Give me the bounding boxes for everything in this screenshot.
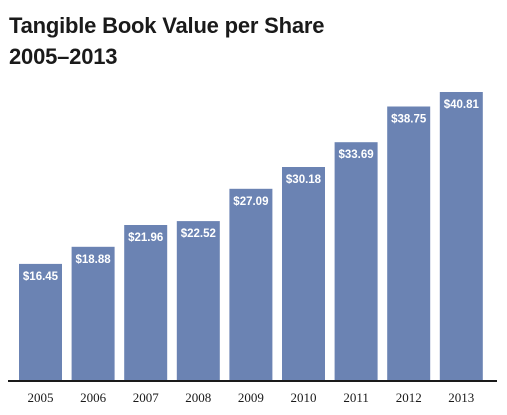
bar-value-label-2012: $38.75: [391, 114, 427, 126]
x-tick-label-2012: 2012: [396, 390, 422, 405]
x-tick-label-2005: 2005: [28, 390, 54, 405]
bar-value-label-2007: $21.96: [128, 232, 163, 244]
bar-2013: [439, 92, 483, 380]
bar-value-label-2008: $22.52: [181, 228, 216, 240]
bar-value-label-2009: $27.09: [233, 196, 268, 208]
bar-value-label-2005: $16.45: [23, 271, 59, 283]
x-tick-label-2008: 2008: [185, 390, 211, 405]
x-tick-label-2013: 2013: [448, 390, 474, 405]
bar-2012: [387, 106, 431, 380]
bar-2005: [19, 263, 62, 380]
chart-title-block: Tangible Book Value per Share 2005–2013: [9, 10, 325, 72]
bar-value-label-2011: $33.69: [339, 149, 374, 161]
x-tick-label-2010: 2010: [291, 390, 317, 405]
x-tick-labels: 2005 2006 2007 2008 2009 2010 2011 2012 2013: [28, 390, 475, 405]
bar-value-label-2006: $18.88: [76, 254, 112, 266]
bar-2009: [229, 188, 273, 380]
bar-2006: [71, 246, 115, 380]
bar-2008: [176, 221, 220, 380]
bar-value-label-2013: $40.81: [444, 99, 480, 111]
x-tick-label-2006: 2006: [80, 390, 107, 405]
bar-2010: [282, 167, 325, 380]
bar-2007: [124, 225, 168, 380]
x-tick-label-2009: 2009: [238, 390, 264, 405]
chart-subtitle: 2005–2013: [9, 44, 118, 69]
bar-2011: [334, 142, 378, 380]
bars-group: $16.45 $18.88 $21.96 $22.52 $27.09 $30.18 $33.…: [19, 92, 483, 380]
x-tick-label-2011: 2011: [343, 390, 369, 405]
bar-value-label-2010: $30.18: [286, 174, 322, 186]
x-tick-label-2007: 2007: [133, 390, 160, 405]
chart-title: Tangible Book Value per Share: [9, 13, 325, 38]
